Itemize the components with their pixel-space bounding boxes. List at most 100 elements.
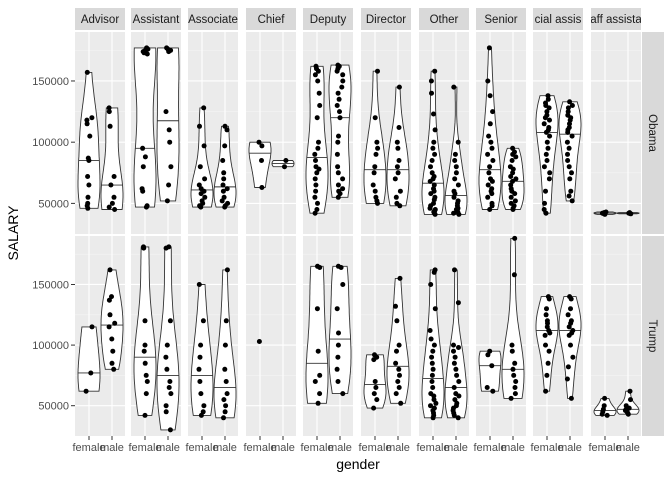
violin-female [77,326,101,392]
x-tick-label: male [328,442,352,454]
data-point [84,69,90,75]
data-point [485,78,491,84]
data-point [164,342,170,348]
data-point [224,127,230,133]
data-point [451,84,457,90]
strip-label: Obama [646,114,658,152]
data-point [398,400,404,406]
data-point [395,145,401,151]
data-point [373,385,379,390]
strip-chief: Chief [246,8,296,30]
data-point [109,360,115,366]
strip-background [591,8,641,30]
data-point [453,170,459,176]
violin-male [501,237,525,399]
data-point [222,366,228,372]
data-point [455,300,461,306]
violin-female [190,107,214,208]
data-point [544,306,549,312]
violin-male [328,265,352,395]
data-point [371,391,377,397]
data-point [568,395,574,401]
data-point [112,207,118,212]
panel-trump-senior [476,235,526,436]
strip-label: Senior [484,14,517,26]
data-point [140,188,146,194]
data-point [196,282,202,287]
data-point [567,176,573,182]
y-tick-label: 100000 [32,340,69,352]
data-point [375,68,380,74]
data-point [112,320,118,326]
strip-label: Assistant [133,14,180,26]
data-point [547,330,553,336]
data-point [141,245,147,251]
data-point [456,379,462,384]
y-axis-ticks: 50000 100000 150000 50000 100000 150000 [32,76,75,413]
data-point [428,403,433,409]
data-point [564,376,570,382]
panel-obama-advisor [75,32,125,234]
violin-female [305,265,329,404]
data-point [340,391,346,397]
data-point [488,139,494,145]
data-point [395,170,401,176]
data-point [201,143,207,149]
data-point [544,158,550,163]
data-point [566,164,572,170]
data-point [372,188,378,194]
data-point [452,151,458,157]
data-point [107,312,113,318]
data-point [312,176,318,182]
data-point [164,366,170,372]
data-point [427,178,433,184]
data-point [485,352,491,358]
strip-label: cial assis [535,14,582,26]
data-point [567,99,573,105]
strip-label: Deputy [310,14,347,26]
data-point [221,397,227,403]
data-point [485,182,491,188]
x-tick-label: female [300,442,333,454]
data-point [317,391,323,397]
data-point [142,318,148,324]
data-point [89,324,95,330]
data-point [451,385,457,390]
data-point [543,342,548,348]
data-point [196,182,202,188]
strip-other: Other [419,8,469,30]
data-point [565,364,571,370]
y-axis-title: SALARY [5,205,21,261]
data-point [604,412,610,418]
data-point [544,139,550,145]
data-point [509,342,515,348]
violin-male [501,147,525,210]
data-point [545,96,551,102]
data-point [142,412,148,418]
data-point [371,405,377,411]
data-point [541,207,547,212]
data-point [545,93,551,99]
data-point [432,127,438,133]
data-point [487,93,493,99]
x-axis-title: gender [336,456,380,472]
data-point [428,336,434,342]
data-point [544,372,550,378]
data-point [85,194,91,200]
x-tick-label: male [616,442,640,454]
data-point [510,170,516,176]
data-point [337,191,343,197]
data-point [429,354,435,360]
data-point [452,397,458,403]
data-point [393,194,399,200]
data-point [111,194,117,200]
data-point [197,123,202,129]
y-tick-label: 100000 [32,137,69,149]
data-point [141,348,147,354]
y-tick-label: 50000 [38,401,69,413]
data-point [396,366,402,372]
data-point [452,267,457,273]
data-point [374,139,380,145]
data-point [432,68,438,74]
